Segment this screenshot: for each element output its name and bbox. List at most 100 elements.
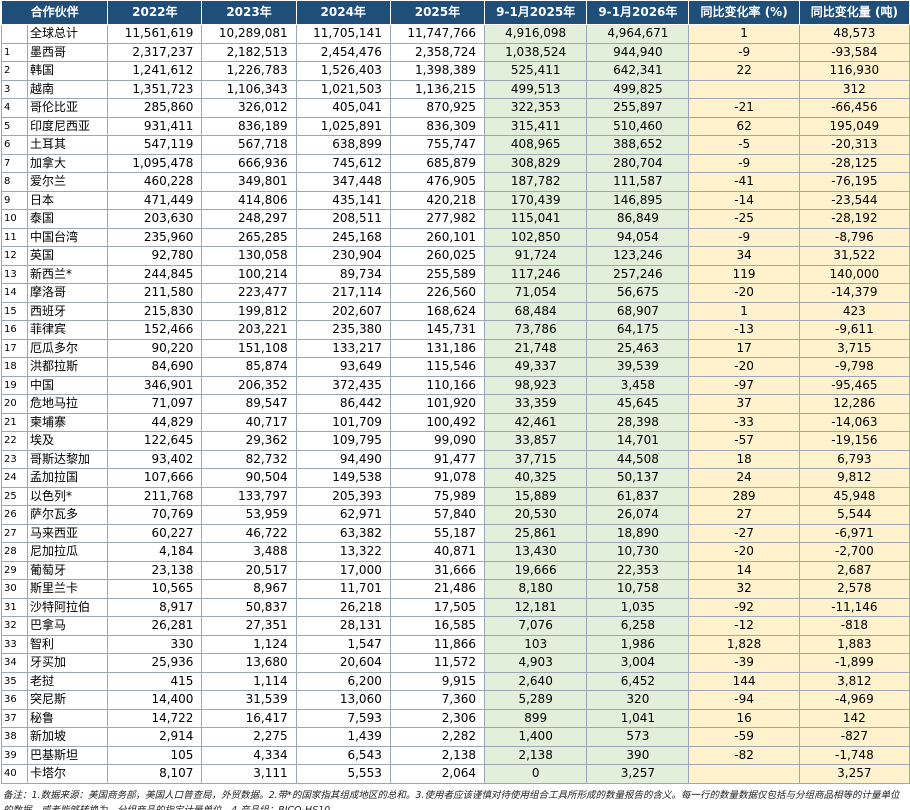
value-ytd-2026: 257,246 [586, 264, 690, 284]
value-2024: 205,393 [295, 486, 391, 506]
value-2023: 13,680 [201, 653, 297, 673]
value-2023: 567,718 [201, 135, 297, 155]
value-2025: 2,064 [389, 764, 486, 784]
yoy-change: -28,192 [798, 209, 910, 229]
partner-name: 智利 [27, 634, 109, 654]
table-row: 16 菲律宾 152,466 203,221 235,380 145,731 73,786 6… [0, 320, 910, 340]
value-ytd-2026: 14,701 [586, 431, 690, 451]
row-index: 14 [0, 283, 29, 303]
yoy-pct: -97 [688, 375, 800, 395]
row-index: 31 [0, 597, 29, 617]
yoy-pct: -9 [688, 153, 800, 173]
row-index: 34 [0, 653, 29, 673]
yoy-pct: 144 [688, 671, 800, 691]
value-2024: 149,538 [295, 468, 391, 488]
partner-name: 孟加拉国 [27, 468, 109, 488]
row-index: 28 [0, 542, 29, 562]
value-ytd-2026: 22,353 [586, 560, 690, 580]
header-row: 合作伙伴 2022年 2023年 2024年 2025年 9-1月2025年 9… [0, 0, 910, 25]
value-2024: 1,021,503 [295, 79, 391, 99]
value-ytd-2026: 45,645 [586, 394, 690, 414]
value-ytd-2025: 1,400 [484, 727, 588, 747]
yoy-change: -95,465 [798, 375, 910, 395]
value-ytd-2026: 390 [586, 745, 690, 765]
yoy-change: -14,379 [798, 283, 910, 303]
value-ytd-2025: 91,724 [484, 246, 588, 266]
partner-name: 斯里兰卡 [27, 579, 109, 599]
yoy-pct: -9 [688, 42, 800, 62]
value-2025: 75,989 [389, 486, 486, 506]
value-ytd-2025: 4,916,098 [484, 24, 588, 44]
value-2024: 208,511 [295, 209, 391, 229]
value-2023: 130,058 [201, 246, 297, 266]
header-ytd-2026: 9-1月2026年 [586, 0, 690, 25]
table-row: 29 葡萄牙 23,138 20,517 17,000 31,666 19,666 22,35… [0, 560, 910, 580]
value-ytd-2025: 103 [484, 634, 588, 654]
yoy-change: -1,748 [798, 745, 910, 765]
row-index: 39 [0, 745, 29, 765]
value-2023: 20,517 [201, 560, 297, 580]
yoy-change: -19,156 [798, 431, 910, 451]
value-2024: 86,442 [295, 394, 391, 414]
value-2024: 1,439 [295, 727, 391, 747]
yoy-change: 31,522 [798, 246, 910, 266]
value-2024: 13,060 [295, 690, 391, 710]
table-row: 10 泰国 203,630 248,297 208,511 277,982 115,041 8… [0, 209, 910, 229]
value-2022: 931,411 [107, 116, 203, 136]
value-2024: 93,649 [295, 357, 391, 377]
value-2024: 89,734 [295, 264, 391, 284]
value-2022: 8,917 [107, 597, 203, 617]
table-row: 5 印度尼西亚 931,411 836,189 1,025,891 836,309 315,… [0, 116, 910, 136]
value-ytd-2025: 68,484 [484, 301, 588, 321]
value-ytd-2026: 26,074 [586, 505, 690, 525]
table-row: 35 老挝 415 1,114 6,200 9,915 2,640 6,452 144 3,812 [0, 671, 910, 691]
yoy-change: 3,812 [798, 671, 910, 691]
yoy-change: -9,611 [798, 320, 910, 340]
value-2024: 405,041 [295, 98, 391, 118]
value-2024: 20,604 [295, 653, 391, 673]
value-2024: 7,593 [295, 708, 391, 728]
value-ytd-2026: 10,758 [586, 579, 690, 599]
table-row: 39 巴基斯坦 105 4,334 6,543 2,138 2,138 390 -82 -1,74… [0, 745, 910, 765]
value-2024: 235,380 [295, 320, 391, 340]
value-ytd-2026: 18,890 [586, 523, 690, 543]
yoy-pct: 1,828 [688, 634, 800, 654]
table-row: 30 斯里兰卡 10,565 8,967 11,701 21,486 8,180 10,758… [0, 579, 910, 599]
yoy-change: 2,578 [798, 579, 910, 599]
value-2023: 85,874 [201, 357, 297, 377]
table-row: 4 哥伦比亚 285,860 326,012 405,041 870,925 322,353… [0, 98, 910, 118]
yoy-change: -8,796 [798, 227, 910, 247]
yoy-pct [688, 764, 800, 784]
yoy-change: 5,544 [798, 505, 910, 525]
value-2022: 14,400 [107, 690, 203, 710]
value-ytd-2026: 10,730 [586, 542, 690, 562]
value-2025: 1,398,389 [389, 61, 486, 81]
yoy-pct: 62 [688, 116, 800, 136]
row-index: 10 [0, 209, 29, 229]
value-2024: 1,547 [295, 634, 391, 654]
header-yoy-pct: 同比变化率 (%) [688, 0, 800, 25]
row-index: 26 [0, 505, 29, 525]
value-2023: 2,182,513 [201, 42, 297, 62]
yoy-pct: 17 [688, 338, 800, 358]
value-2022: 346,901 [107, 375, 203, 395]
value-ytd-2026: 123,246 [586, 246, 690, 266]
value-2025: 11,866 [389, 634, 486, 654]
value-2024: 372,435 [295, 375, 391, 395]
partner-name: 西班牙 [27, 301, 109, 321]
yoy-pct: -27 [688, 523, 800, 543]
value-2022: 70,769 [107, 505, 203, 525]
header-2024: 2024年 [295, 0, 391, 25]
table-row: 9 日本 471,449 414,806 435,141 420,218 170,439 14… [0, 190, 910, 210]
partner-name: 尼加拉瓜 [27, 542, 109, 562]
value-2022: 415 [107, 671, 203, 691]
value-2025: 226,560 [389, 283, 486, 303]
yoy-pct: -41 [688, 172, 800, 192]
partner-name: 全球总计 [27, 24, 109, 44]
partner-name: 埃及 [27, 431, 109, 451]
yoy-pct: -21 [688, 98, 800, 118]
value-ytd-2026: 944,940 [586, 42, 690, 62]
value-2025: 420,218 [389, 190, 486, 210]
partner-name: 日本 [27, 190, 109, 210]
